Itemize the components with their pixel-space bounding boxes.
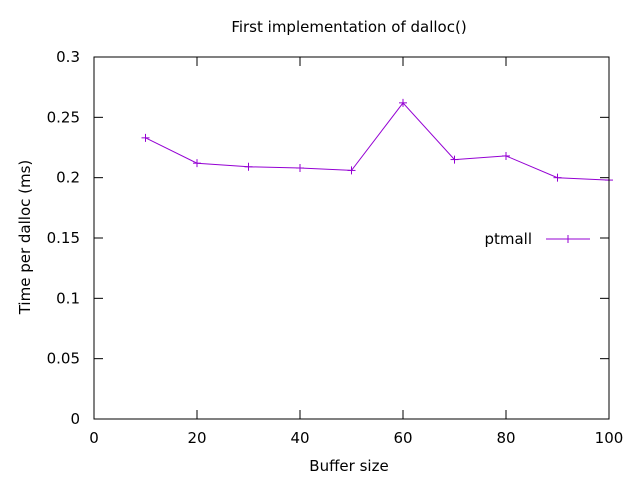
data-point xyxy=(244,162,253,171)
x-tick-label: 60 xyxy=(393,429,412,447)
x-tick-label: 80 xyxy=(496,429,515,447)
x-tick-label: 40 xyxy=(290,429,309,447)
legend-marker-ptmall xyxy=(564,235,572,243)
series-line-ptmall xyxy=(145,102,610,181)
y-tick-label: 0.25 xyxy=(47,108,80,126)
y-axis-title: Time per dalloc (ms) xyxy=(16,160,34,316)
x-axis-title: Buffer size xyxy=(309,457,388,475)
x-tick-label: 20 xyxy=(187,429,206,447)
y-tick-label: 0.2 xyxy=(56,169,80,187)
legend-label-ptmall: ptmall xyxy=(484,230,532,248)
y-tick-label: 0.3 xyxy=(56,48,80,66)
data-point xyxy=(193,159,201,168)
plot-series xyxy=(141,98,613,185)
x-tick-label: 100 xyxy=(595,429,624,447)
y-axis-ticks: 0 0.05 0.1 0.15 0.2 0.25 0.3 xyxy=(47,48,609,428)
x-axis-ticks: 0 20 40 60 80 100 xyxy=(89,57,623,447)
plot-frame xyxy=(93,56,610,420)
data-point xyxy=(502,151,510,160)
chart-title: First implementation of dalloc() xyxy=(231,18,466,36)
data-point xyxy=(399,98,407,107)
data-point xyxy=(450,155,459,164)
x-tick-label: 0 xyxy=(89,429,99,447)
y-tick-label: 0 xyxy=(70,410,80,428)
data-point xyxy=(553,173,562,182)
data-point xyxy=(141,133,150,142)
y-tick-label: 0.15 xyxy=(47,229,80,247)
data-point xyxy=(347,166,356,175)
y-tick-label: 0.05 xyxy=(47,350,80,368)
data-point xyxy=(296,164,304,173)
y-tick-label: 0.1 xyxy=(56,289,80,307)
legend: ptmall xyxy=(484,230,590,248)
